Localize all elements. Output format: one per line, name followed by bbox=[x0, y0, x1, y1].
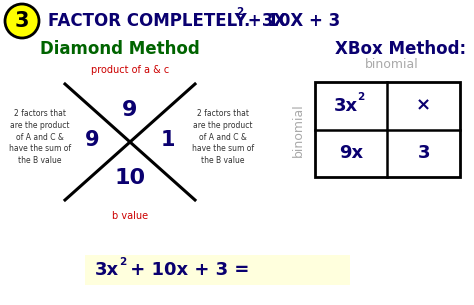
Circle shape bbox=[5, 4, 39, 38]
Text: ×: × bbox=[416, 97, 431, 115]
Text: 10: 10 bbox=[114, 168, 146, 188]
Text: 3: 3 bbox=[15, 11, 29, 31]
Text: 9x: 9x bbox=[339, 144, 363, 162]
Text: 3: 3 bbox=[418, 144, 430, 162]
Text: FACTOR COMPLETELY.  3X: FACTOR COMPLETELY. 3X bbox=[48, 12, 286, 30]
Text: + 10x + 3 =: + 10x + 3 = bbox=[124, 261, 249, 279]
Text: 3x: 3x bbox=[95, 261, 119, 279]
Text: binomial: binomial bbox=[292, 103, 304, 157]
Text: 9: 9 bbox=[122, 100, 137, 120]
FancyBboxPatch shape bbox=[85, 255, 350, 285]
Text: Diamond Method: Diamond Method bbox=[40, 40, 200, 58]
Text: 2: 2 bbox=[236, 7, 243, 17]
Bar bbox=[315, 82, 460, 177]
Text: 2: 2 bbox=[119, 257, 126, 267]
Text: 1: 1 bbox=[161, 130, 175, 150]
Text: binomial: binomial bbox=[365, 59, 419, 71]
Text: 2: 2 bbox=[357, 92, 365, 102]
Text: XBox Method:: XBox Method: bbox=[335, 40, 466, 58]
Text: + 10X + 3: + 10X + 3 bbox=[242, 12, 340, 30]
Text: 3x: 3x bbox=[334, 97, 358, 115]
Text: 9: 9 bbox=[85, 130, 100, 150]
Text: 2 factors that
are the product
of A and C &
have the sum of
the B value: 2 factors that are the product of A and … bbox=[9, 109, 71, 165]
Text: b value: b value bbox=[112, 211, 148, 221]
Text: product of a & c: product of a & c bbox=[91, 65, 169, 75]
Text: 2 factors that
are the product
of A and C &
have the sum of
the B value: 2 factors that are the product of A and … bbox=[192, 109, 254, 165]
